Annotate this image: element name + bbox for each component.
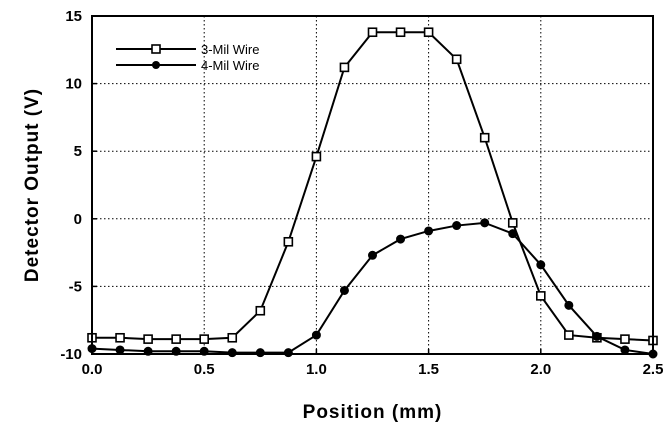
data-point xyxy=(199,334,209,344)
x-tick-label: 1.5 xyxy=(418,361,439,378)
data-point xyxy=(227,332,238,343)
y-tick-label: -10 xyxy=(60,346,82,363)
data-point xyxy=(395,27,406,38)
data-point xyxy=(423,27,434,38)
data-point xyxy=(592,331,602,341)
data-point xyxy=(452,221,462,231)
data-point xyxy=(367,27,378,38)
x-tick-label: 0.5 xyxy=(194,361,215,378)
data-point xyxy=(480,218,490,228)
legend: 3-Mil Wire 4-Mil Wire xyxy=(116,42,260,73)
x-tick-label: 0.0 xyxy=(82,361,103,378)
data-point xyxy=(115,332,125,343)
data-point xyxy=(255,305,266,316)
y-tick-label: -5 xyxy=(69,278,82,295)
legend-label-3-mil: 3-Mil Wire xyxy=(201,42,260,57)
data-point xyxy=(424,226,434,236)
y-tick-label: 15 xyxy=(65,8,82,25)
data-point xyxy=(283,348,293,358)
y-tick-label: 10 xyxy=(65,76,82,93)
data-point xyxy=(255,348,265,358)
plot-frame xyxy=(91,15,654,355)
data-point xyxy=(311,330,321,340)
data-point xyxy=(115,345,125,355)
data-point xyxy=(451,54,462,65)
data-point xyxy=(620,334,630,344)
data-point xyxy=(283,236,294,247)
data-point xyxy=(311,151,322,162)
data-point xyxy=(396,234,406,244)
x-axis-title: Position (mm) xyxy=(303,402,443,423)
data-point xyxy=(143,334,153,344)
y-axis-title: Detector Output (V) xyxy=(22,88,43,282)
x-tick-label: 1.0 xyxy=(306,361,327,378)
x-tick-label: 2.5 xyxy=(643,361,664,378)
series-line xyxy=(92,31,654,342)
data-point xyxy=(227,348,237,358)
series-3-mil-wire xyxy=(87,27,658,346)
legend-label-4-mil: 4-Mil Wire xyxy=(201,58,260,73)
legend-marker-filled-circle xyxy=(152,61,160,69)
data-point xyxy=(620,345,630,355)
data-point xyxy=(368,250,377,260)
data-point xyxy=(535,291,546,301)
data-point xyxy=(564,300,574,310)
y-tick-label: 5 xyxy=(74,143,82,160)
data-point xyxy=(507,218,518,228)
series-layer xyxy=(87,27,658,359)
x-tick-label: 2.0 xyxy=(530,361,551,378)
y-tick-labels: -10 -5 0 5 10 15 xyxy=(60,8,97,363)
data-point xyxy=(536,260,546,270)
data-point xyxy=(564,330,574,340)
data-point xyxy=(171,334,181,344)
legend-marker-open-square xyxy=(151,44,161,54)
grid xyxy=(92,16,653,354)
data-point xyxy=(339,285,349,295)
data-point xyxy=(508,229,518,239)
data-point xyxy=(479,132,490,143)
y-tick-label: 0 xyxy=(74,211,82,228)
data-point xyxy=(339,62,350,73)
x-tick-labels: 0.0 0.5 1.0 1.5 2.0 2.5 xyxy=(82,349,664,378)
